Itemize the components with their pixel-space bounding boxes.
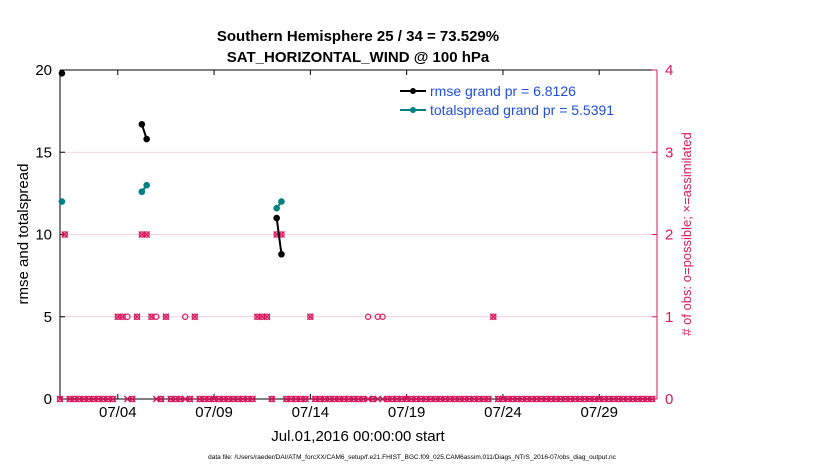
obs-assimilated-marker bbox=[306, 313, 314, 321]
y-tick-label-left: 15 bbox=[35, 144, 52, 161]
obs-assimilated-marker bbox=[56, 395, 64, 403]
footer-data-file: data file: /Users/raeder/DAI/ATM_forcXX/… bbox=[208, 454, 617, 461]
obs-assimilated-marker bbox=[147, 313, 155, 321]
rmse-line bbox=[275, 217, 283, 255]
obs-assimilated-marker bbox=[109, 395, 117, 403]
obs-assimilated-marker bbox=[648, 395, 656, 403]
obs-possible-marker bbox=[143, 231, 150, 238]
obs-possible-marker bbox=[61, 231, 69, 238]
obs-possible-marker bbox=[124, 313, 131, 320]
rmse-point bbox=[278, 250, 285, 258]
obs-possible-marker bbox=[263, 313, 271, 320]
x-tick-label: 07/24 bbox=[484, 404, 522, 421]
obs-assimilated-marker bbox=[162, 313, 170, 321]
obs-possible-marker bbox=[56, 395, 64, 403]
x-tick-label: 07/04 bbox=[99, 404, 137, 421]
totalspread-point bbox=[143, 181, 150, 189]
legend-rmse-marker bbox=[410, 88, 416, 94]
obs-assimilated-marker bbox=[268, 395, 276, 403]
chart-title-line1: Southern Hemisphere 25 / 34 = 73.529% bbox=[217, 28, 499, 45]
obs-possible-marker bbox=[364, 313, 372, 320]
y-axis-label-right: # of obs: o=possible; ×=assimilated bbox=[679, 132, 694, 335]
obs-possible-marker bbox=[177, 395, 184, 403]
y-tick-label-right: 2 bbox=[665, 227, 673, 244]
legend-spread-marker bbox=[410, 107, 416, 113]
x-tick-label: 07/29 bbox=[580, 404, 618, 421]
legend-box bbox=[393, 81, 651, 123]
obs-assimilated-marker bbox=[128, 395, 136, 403]
rmse-point bbox=[138, 120, 146, 128]
obs-possible-marker bbox=[157, 395, 165, 403]
obs-possible-marker bbox=[181, 313, 189, 320]
obs-assimilated-marker bbox=[302, 395, 310, 403]
y-axis-label-left: rmse and totalspread bbox=[15, 164, 32, 305]
obs-possible-marker bbox=[369, 395, 377, 403]
obs-possible-marker bbox=[648, 395, 656, 403]
legend-spread-label: totalspread grand pr = 5.5391 bbox=[430, 102, 614, 118]
totalspread-point bbox=[278, 198, 285, 205]
totalspread-point bbox=[58, 198, 66, 205]
rmse-point bbox=[143, 135, 150, 143]
obs-possible-marker bbox=[302, 395, 309, 403]
obs-assimilated-marker bbox=[249, 395, 257, 403]
y-tick-label-right: 4 bbox=[665, 62, 673, 79]
obs-possible-marker bbox=[268, 395, 276, 403]
obs-possible-marker bbox=[490, 313, 497, 320]
obs-assimilated-marker bbox=[143, 231, 151, 238]
totalspread-point bbox=[138, 188, 146, 196]
obs-assimilated-marker bbox=[484, 395, 492, 403]
obs-assimilated-marker bbox=[191, 313, 199, 321]
y-tick-label-left: 5 bbox=[44, 309, 52, 326]
obs-assimilated-marker bbox=[61, 231, 69, 238]
obs-assimilated-marker bbox=[157, 395, 165, 403]
obs-possible-marker bbox=[133, 313, 141, 320]
obs-assimilated-marker bbox=[263, 313, 271, 321]
obs-possible-marker bbox=[162, 313, 170, 320]
obs-assimilated-marker bbox=[489, 313, 497, 321]
obs-possible-marker bbox=[129, 395, 136, 403]
plot-area: 0 5 10 15 20 0 1 2 3 4 07/04 07/09 07/14 07/19 07/24 07… bbox=[35, 62, 673, 421]
obs-possible-marker bbox=[249, 395, 256, 403]
obs-possible-marker bbox=[379, 313, 386, 320]
y-tick-label-left: 10 bbox=[35, 227, 52, 244]
obs-possible-marker bbox=[191, 313, 199, 320]
chart-title-line2: SAT_HORIZONTAL_WIND @ 100 hPa bbox=[227, 49, 490, 66]
obs-possible-marker bbox=[360, 395, 367, 403]
obs-possible-marker bbox=[186, 395, 194, 403]
x-tick-label: 07/19 bbox=[388, 404, 426, 421]
y-tick-label-right: 3 bbox=[665, 144, 673, 161]
y-tick-label-left: 0 bbox=[44, 391, 52, 408]
legend: rmse grand pr = 6.8126 totalspread grand… bbox=[393, 81, 651, 123]
x-axis-label: Jul.01,2016 00:00:00 start bbox=[271, 428, 445, 445]
y-tick-label-right: 1 bbox=[665, 309, 673, 326]
obs-assimilated-marker bbox=[133, 313, 141, 321]
y-tick-label-left: 20 bbox=[35, 62, 52, 79]
rmse-point bbox=[273, 214, 280, 222]
rmse-point bbox=[58, 69, 66, 77]
obs-possible-marker bbox=[109, 395, 117, 403]
obs-possible-marker bbox=[307, 313, 314, 320]
obs-possible-marker bbox=[485, 395, 492, 403]
x-tick-label: 07/09 bbox=[195, 404, 233, 421]
totalspread-point bbox=[273, 204, 280, 212]
legend-rmse-label: rmse grand pr = 6.8126 bbox=[430, 83, 576, 99]
y-tick-label-right: 0 bbox=[665, 391, 673, 408]
obs-assimilated-marker bbox=[119, 313, 127, 321]
obs-assimilated-marker bbox=[186, 395, 194, 403]
x-tick-label: 07/14 bbox=[292, 404, 330, 421]
obs-possible-marker bbox=[153, 313, 160, 320]
